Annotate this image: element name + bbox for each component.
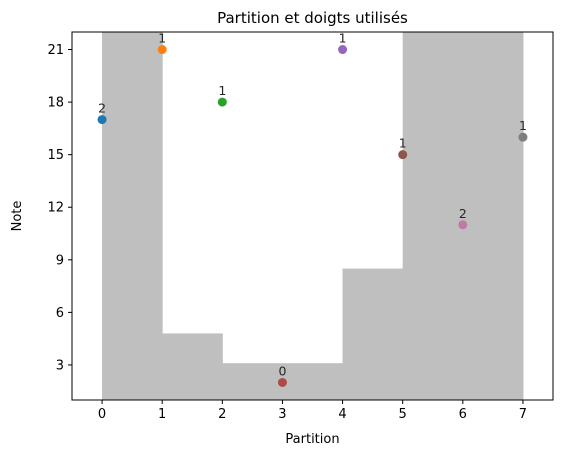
data-point	[157, 45, 167, 55]
point-label: 1	[339, 31, 347, 46]
x-axis-ticks: 0 1 2 3 4 5 6 7	[98, 400, 527, 422]
y-tick-label: 3	[56, 358, 64, 373]
point-label: 1	[218, 83, 226, 98]
point-label: 1	[519, 118, 527, 133]
y-tick-label: 21	[47, 43, 64, 58]
background-step	[402, 32, 464, 400]
plot-frame	[71, 31, 554, 401]
point-label: 2	[459, 206, 467, 221]
x-tick-label: 6	[459, 407, 467, 422]
data-point	[277, 377, 287, 387]
point-label: 2	[98, 101, 106, 116]
point-label: 1	[158, 31, 166, 46]
y-tick-label: 9	[56, 253, 64, 268]
point-labels: 2 1 1 0 1 1 2 1	[98, 31, 527, 379]
data-point	[398, 150, 408, 160]
y-axis-ticks: 3 6 9 12 15 18 21	[47, 43, 72, 373]
point-label: 1	[399, 136, 407, 151]
y-tick-label: 6	[56, 306, 64, 321]
data-point	[97, 115, 107, 125]
x-tick-label: 1	[158, 407, 166, 422]
y-tick-label: 15	[47, 148, 64, 163]
x-tick-label: 7	[519, 407, 527, 422]
y-axis-label: Note	[10, 201, 25, 232]
y-tick-label: 12	[47, 201, 64, 216]
background-step	[282, 363, 344, 400]
background-step	[222, 363, 283, 400]
data-point	[458, 220, 468, 230]
background-steps	[102, 32, 524, 400]
y-tick-label: 18	[47, 96, 64, 111]
point-label: 0	[278, 363, 286, 378]
x-tick-label: 0	[98, 407, 106, 422]
background-step	[462, 32, 524, 400]
data-points	[97, 45, 528, 387]
x-axis-label: Partition	[285, 432, 339, 447]
data-point	[518, 132, 528, 142]
data-point	[217, 97, 227, 107]
x-tick-label: 4	[338, 407, 346, 422]
background-step	[162, 333, 223, 400]
x-tick-label: 5	[399, 407, 407, 422]
x-tick-label: 2	[218, 407, 226, 422]
data-point	[338, 45, 348, 55]
background-step	[102, 32, 163, 400]
x-tick-label: 3	[278, 407, 286, 422]
chart-title: Partition et doigts utilisés	[217, 9, 408, 27]
background-step	[342, 268, 404, 400]
